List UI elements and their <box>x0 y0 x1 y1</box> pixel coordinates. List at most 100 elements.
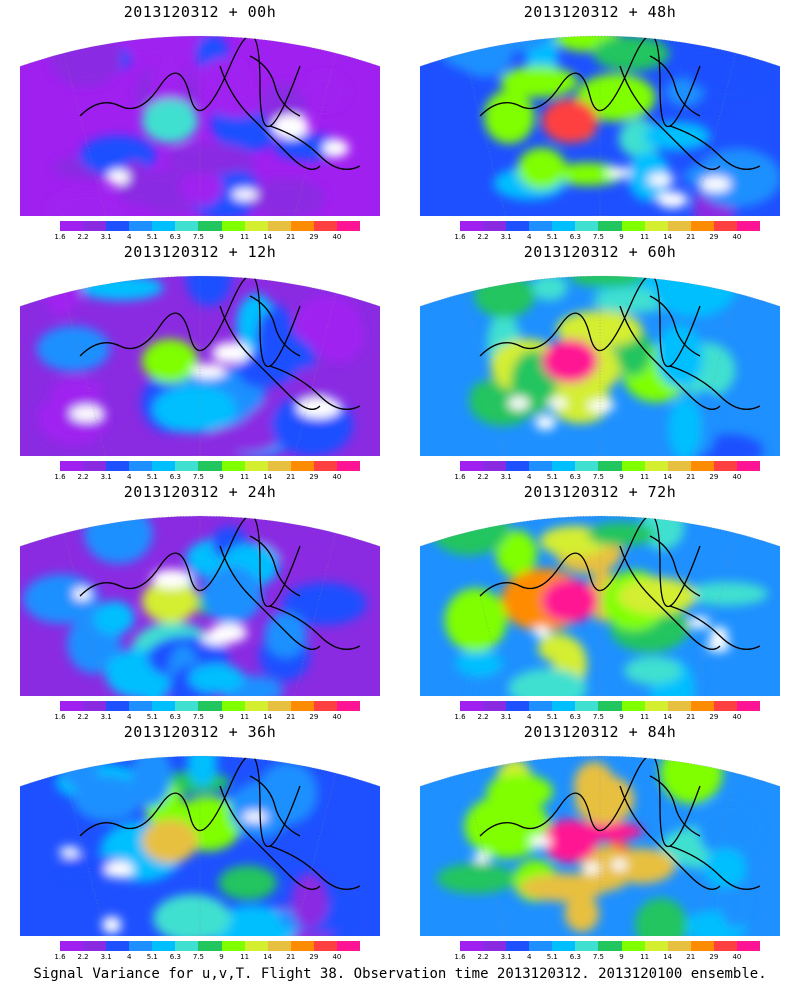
variance-contour <box>509 668 588 696</box>
colorbar-ticks: 1.6 2.2 3.1 4 5.1 6.3 7.5 9 11 14 21 29 40 <box>450 953 770 963</box>
colorbar-tick-label: 1.6 <box>54 473 66 481</box>
colorbar-segment <box>460 701 484 711</box>
meridian-line <box>63 53 109 216</box>
colorbar-segment <box>644 701 668 711</box>
panel-title: 2013120312 + 48h <box>523 3 677 21</box>
variance-contour <box>291 872 329 929</box>
variance-contour <box>152 385 237 433</box>
colorbar-segment <box>644 461 668 471</box>
missing-data-patch <box>102 916 122 934</box>
variance-contour <box>78 275 164 301</box>
colorbar-tick-label: 2.2 <box>77 953 89 961</box>
colorbar-tick-label: 29 <box>709 953 719 961</box>
variance-contour <box>49 35 122 87</box>
colorbar-tick-label: 7.5 <box>192 953 205 961</box>
missing-data-patch <box>587 399 615 412</box>
colorbar-segment <box>667 941 691 951</box>
colorbar-segment <box>129 461 153 471</box>
variance-contour <box>694 148 780 208</box>
missing-data-patch <box>547 397 568 409</box>
missing-data-patch <box>322 139 349 158</box>
variance-contour <box>593 35 670 72</box>
colorbar-tick-label: 40 <box>332 233 342 241</box>
colorbar-tick-label: 7.5 <box>592 953 605 961</box>
colorbar-tick-label: 5.1 <box>546 473 558 481</box>
colorbar-ticks: 1.6 2.2 3.1 4 5.1 6.3 7.5 9 11 14 21 29 40 <box>50 953 370 963</box>
missing-data-patch <box>58 846 81 858</box>
colorbar-tick-label: 9 <box>619 473 624 481</box>
colorbar-ticks: 1.6 2.2 3.1 4 5.1 6.3 7.5 9 11 14 21 29 40 <box>450 713 770 723</box>
map-panel: 2013120312 + 60h 1.6 2.2 3.1 4 5.1 6.3 7.5 9 11 14… <box>400 240 800 481</box>
colorbar-tick-label: 5.1 <box>546 713 558 721</box>
variance-maximum <box>142 579 198 623</box>
colorbar-tick-label: 14 <box>263 473 273 481</box>
colorbar-tick-label: 14 <box>263 713 273 721</box>
colorbar-tick-label: 9 <box>219 233 224 241</box>
colorbar-segment <box>644 941 668 951</box>
colorbar-tick-label: 9 <box>619 953 624 961</box>
coastline <box>479 35 761 170</box>
colorbar-segment <box>336 221 361 231</box>
variance-contour <box>608 848 676 884</box>
colorbar-tick-label: 2.2 <box>77 233 89 241</box>
variance-map <box>20 35 380 216</box>
colorbar-tick-label: 21 <box>686 233 696 241</box>
colorbar-segment <box>244 941 268 951</box>
colorbar-segment <box>290 701 314 711</box>
colorbar-segment <box>106 701 130 711</box>
colorbar-tick-label: 40 <box>332 473 342 481</box>
colorbar-tick-label: 29 <box>709 233 719 241</box>
colorbar <box>60 221 361 231</box>
variance-contour <box>188 663 245 693</box>
colorbar-tick-label: 40 <box>732 953 742 961</box>
missing-data-patch <box>151 569 192 589</box>
panel-title: 2013120312 + 36h <box>123 723 277 741</box>
variance-contour <box>260 520 332 559</box>
colorbar-segment <box>221 221 245 231</box>
variance-map <box>20 755 380 936</box>
colorbar-tick-label: 14 <box>663 233 673 241</box>
colorbar <box>460 461 761 471</box>
colorbar-tick-label: 4 <box>126 953 132 961</box>
variance-contour <box>689 67 764 92</box>
variance-contour <box>635 898 688 936</box>
variance-contour <box>484 89 535 144</box>
colorbar-tick-label: 2.2 <box>77 713 89 721</box>
variance-contour <box>686 581 768 606</box>
variance-contour <box>230 780 292 839</box>
variance-contour <box>466 35 550 53</box>
colorbar-segment <box>690 701 714 711</box>
colorbar-segment <box>152 701 176 711</box>
colorbar-segment <box>221 461 245 471</box>
colorbar-tick-label: 2.2 <box>477 473 489 481</box>
variance-contour <box>627 151 670 202</box>
colorbar-tick-label: 2.2 <box>77 473 89 481</box>
map-panel: 2013120312 + 48h 1.6 2.2 3.1 4 5.1 6.3 7.5 9 11 14… <box>400 0 800 243</box>
colorbar-tick-label: 7.5 <box>192 233 205 241</box>
colorbar-tick-label: 11 <box>240 473 250 481</box>
colorbar-segment <box>175 701 199 711</box>
colorbar-segment <box>667 221 691 231</box>
variance-contour <box>153 894 231 936</box>
colorbar <box>60 941 361 951</box>
panel-title: 2013120312 + 72h <box>523 483 677 501</box>
colorbar-tick-label: 9 <box>219 953 224 961</box>
colorbar-segment <box>198 461 222 471</box>
variance-map <box>420 35 780 216</box>
colorbar-tick-label: 6.3 <box>569 233 581 241</box>
map-boundary <box>420 275 780 456</box>
colorbar-tick-label: 4 <box>126 473 132 481</box>
map-boundary <box>420 35 780 216</box>
colorbar-tick-label: 21 <box>286 473 296 481</box>
missing-data-patch <box>242 811 268 823</box>
missing-data-patch <box>272 114 310 139</box>
variance-contour <box>550 380 612 424</box>
colorbar-ticks: 1.6 2.2 3.1 4 5.1 6.3 7.5 9 11 14 21 29 40 <box>450 233 770 243</box>
variance-contour <box>48 191 126 216</box>
variance-contour <box>587 522 655 547</box>
variance-contour <box>167 142 254 175</box>
colorbar-segment <box>483 941 507 951</box>
variance-contour <box>210 90 264 118</box>
colorbar-tick-label: 5.1 <box>546 953 558 961</box>
variance-contour <box>703 848 747 889</box>
